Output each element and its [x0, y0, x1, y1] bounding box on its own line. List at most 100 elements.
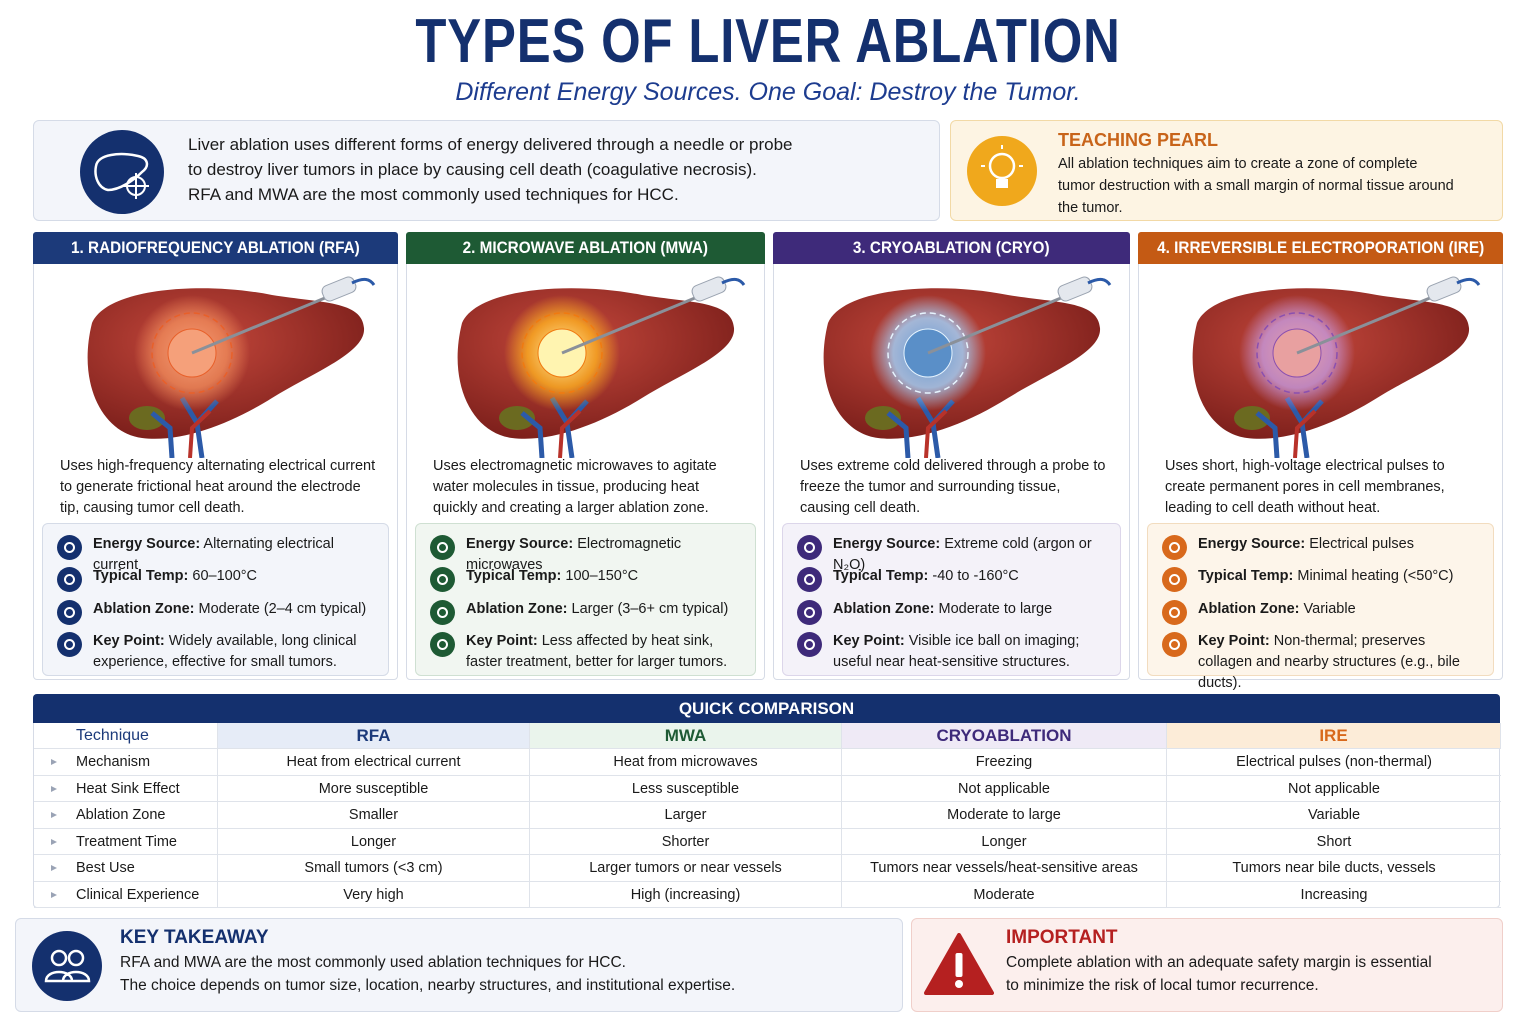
card-header: 3. CRYOABLATION (CRYO) — [773, 232, 1130, 264]
table-cell: Increasing — [1167, 882, 1501, 908]
card-header: 1. RADIOFREQUENCY ABLATION (RFA) — [33, 232, 398, 264]
fact-text: Electromagnetic microwaves — [466, 536, 682, 573]
fact-label: Key Point: — [93, 633, 165, 649]
fact-icon — [57, 535, 82, 560]
people-icon — [32, 931, 102, 1001]
table-title: QUICK COMPARISON — [33, 694, 1500, 723]
liver-illustration — [87, 276, 375, 458]
fact: Key Point: Non-thermal; preserves collag… — [1198, 631, 1483, 694]
table-cell: Not applicable — [842, 775, 1167, 802]
fact-icon — [1162, 535, 1187, 560]
card-title: 1. RADIOFREQUENCY ABLATION (RFA) — [71, 238, 360, 257]
table-cell: Heat from electrical current — [218, 749, 530, 776]
table-cell: Variable — [1167, 802, 1501, 829]
fact-text: 60–100°C — [192, 568, 258, 584]
fact-box: Energy Source: Extreme cold (argon or N₂… — [782, 523, 1121, 676]
card-title: 2. MICROWAVE ABLATION (MWA) — [462, 238, 709, 257]
table-cell: Shorter — [530, 828, 842, 855]
table-cell: Tumors near bile ducts, vessels — [1167, 855, 1501, 882]
fact-icon — [797, 535, 822, 560]
fact-text: Extreme cold (argon or N₂O) — [833, 536, 1092, 573]
fact-label: Key Point: — [466, 633, 538, 649]
fact-label: Ablation Zone: — [466, 601, 568, 617]
fact-text: 100–150°C — [565, 568, 639, 584]
fact: Ablation Zone: Variable — [1198, 599, 1483, 620]
technique-card: 2. MICROWAVE ABLATION (MWA) Uses electrom… — [406, 232, 765, 680]
fact-text: Non-thermal; preserves collagen and near… — [1198, 633, 1460, 691]
row-label: Heat Sink Effect — [34, 775, 218, 802]
fact: Key Point: Visible ice ball on imaging; … — [833, 631, 1110, 673]
fact-text: Minimal heating (<50°C) — [1297, 568, 1454, 584]
fact-box: Energy Source: Electromagnetic microwave… — [415, 523, 756, 676]
important-line: to minimize the risk of local tumor recu… — [1006, 977, 1319, 994]
fact-label: Ablation Zone: — [833, 601, 935, 617]
fact-text: Electrical pulses — [1309, 536, 1414, 552]
fact-label: Energy Source: — [833, 536, 941, 552]
row-label: Clinical Experience — [34, 881, 218, 908]
fact: Ablation Zone: Moderate (2–4 cm typical) — [93, 599, 378, 620]
fact-text: Alternating electrical current — [93, 536, 334, 573]
fact: Energy Source: Alternating electrical cu… — [93, 534, 378, 576]
table-cell: Not applicable — [1167, 776, 1501, 802]
fact: Ablation Zone: Moderate to large — [833, 599, 1110, 620]
fact: Typical Temp: -40 to -160°C — [833, 566, 1110, 587]
row-label: Mechanism — [34, 749, 218, 776]
fact-text: Variable — [1303, 601, 1356, 617]
column-header: Technique — [34, 723, 218, 749]
liver-icon — [80, 130, 164, 214]
pearl-box: TEACHING PEARL All ablation techniques a… — [950, 120, 1503, 221]
fact-icon — [1162, 567, 1187, 592]
card-description: Uses electromagnetic microwaves to agita… — [433, 458, 717, 516]
fact-icon — [430, 632, 455, 657]
row-label: Treatment Time — [34, 828, 218, 855]
fact-label: Typical Temp: — [1198, 568, 1294, 584]
fact-icon — [430, 600, 455, 625]
important-line: Complete ablation with an adequate safet… — [1006, 954, 1432, 971]
table-cell: Tumors near vessels/heat-sensitive areas — [842, 855, 1167, 882]
fact-label: Ablation Zone: — [93, 601, 195, 617]
fact-text: Larger (3–6+ cm typical) — [571, 601, 729, 617]
table-cell: More susceptible — [218, 775, 530, 802]
technique-card: 1. RADIOFREQUENCY ABLATION (RFA) Uses hig… — [33, 232, 398, 680]
intro-box: Liver ablation uses different forms of e… — [33, 120, 940, 221]
fact-text: Less affected by heat sink, faster treat… — [466, 633, 728, 670]
subtitle: Different Energy Sources. One Goal: Dest… — [455, 78, 1081, 106]
fact-label: Typical Temp: — [833, 568, 929, 584]
technique-card: 3. CRYOABLATION (CRYO) Uses extreme cold … — [773, 232, 1130, 680]
table-cell: Longer — [218, 828, 530, 855]
card-header: 2. MICROWAVE ABLATION (MWA) — [406, 232, 765, 264]
table-cell: Very high — [218, 881, 530, 908]
fact: Typical Temp: 60–100°C — [93, 566, 378, 587]
page-title: TYPES OF LIVER ABLATION — [415, 7, 1121, 76]
important-title: IMPORTANT — [1006, 927, 1118, 948]
fact-icon — [797, 567, 822, 592]
fact: Typical Temp: 100–150°C — [466, 566, 745, 587]
bulb-icon — [967, 136, 1037, 206]
fact-label: Typical Temp: — [466, 568, 562, 584]
table-cell: Less susceptible — [530, 775, 842, 802]
table-cell: Larger — [530, 802, 842, 829]
fact-text: Widely available, long clinical experien… — [93, 633, 357, 670]
table-cell: High (increasing) — [530, 881, 842, 908]
fact-icon — [1162, 600, 1187, 625]
column-header: IRE — [1167, 723, 1501, 749]
table-cell: Freezing — [842, 749, 1167, 776]
fact-text: Visible ice ball on imaging; useful near… — [833, 633, 1080, 670]
fact-label: Energy Source: — [1198, 536, 1306, 552]
fact-text: Moderate (2–4 cm typical) — [198, 601, 367, 617]
fact-icon — [57, 600, 82, 625]
warning-icon — [924, 933, 994, 995]
fact-label: Energy Source: — [93, 536, 201, 552]
column-header: CRYOABLATION — [842, 723, 1167, 749]
row-label: Ablation Zone — [34, 802, 218, 829]
fact-box: Energy Source: Electrical pulses Typical … — [1147, 523, 1494, 691]
fact-box: Energy Source: Alternating electrical cu… — [42, 523, 389, 676]
intro-line: to destroy liver tumors in place by caus… — [188, 160, 757, 179]
fact: Energy Source: Electrical pulses — [1198, 534, 1483, 555]
takeaway-title: KEY TAKEAWAY — [120, 927, 269, 948]
liver-illustration — [823, 276, 1111, 458]
card-description: Uses high-frequency alternating electric… — [60, 458, 376, 516]
fact-icon — [430, 567, 455, 592]
card-description: Uses extreme cold delivered through a pr… — [800, 458, 1106, 516]
